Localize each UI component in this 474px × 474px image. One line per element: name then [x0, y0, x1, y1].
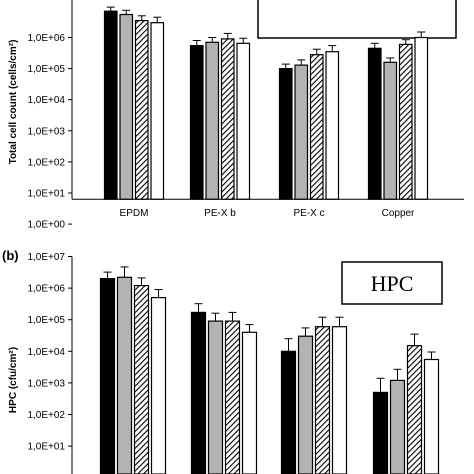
bar-white-copper	[414, 36, 429, 200]
bar-gray-pe-x-b	[207, 320, 224, 474]
y-tick-label: 1,0E+04	[27, 347, 65, 358]
bar-gray-copper	[389, 379, 406, 474]
y-tick-label: 1,0E+03	[27, 378, 65, 389]
bar-hatched-copper	[398, 43, 413, 200]
bar-black-epdm	[99, 278, 116, 474]
bar-white-pe-x-b	[236, 42, 251, 200]
y-tick-label: 1,0E+00	[27, 220, 65, 231]
legend-box	[257, 0, 457, 39]
bar-black-pe-x-b	[190, 311, 207, 474]
y-axis-label: Total cell count (cells/cm²)	[8, 40, 19, 165]
bar-white-pe-x-c	[325, 51, 340, 200]
y-tick-label: 1,0E+07	[27, 252, 65, 263]
bar-black-copper	[367, 47, 382, 200]
bar-white-copper	[423, 358, 440, 474]
chart-panel-hpc: (b) HPC (cfu/cm²) HPC 1,0E+01 1,0E+02 1,0E…	[2, 248, 443, 474]
bar-white-pe-x-c	[331, 326, 348, 474]
bar-hatched-epdm	[133, 285, 150, 474]
y-tick-label: 1,0E+05	[27, 64, 65, 75]
bar-hatched-pe-x-c	[314, 326, 331, 474]
bar-gray-epdm	[119, 13, 134, 200]
y-tick-label: 1,0E+02	[27, 410, 65, 421]
y-tick-label: 1,0E+04	[27, 95, 65, 106]
bar-gray-pe-x-c	[294, 64, 309, 200]
y-tick-label: 1,0E+03	[27, 126, 65, 137]
x-category-label: PE-X c	[293, 208, 324, 219]
bar-hatched-copper	[406, 345, 423, 474]
bar-black-copper	[372, 391, 389, 474]
y-tick-label: 1,0E+01	[27, 189, 65, 200]
legend-box	[341, 261, 443, 305]
bar-hatched-pe-x-c	[309, 54, 324, 200]
chart-panel-total-cell-count: Total cell count (cells/cm²) 1,0E+00 1,0E…	[8, 0, 464, 231]
bar-hatched-epdm	[134, 20, 149, 200]
bar-gray-pe-x-c	[297, 335, 314, 474]
y-tick-label: 1,0E+06	[27, 284, 65, 295]
y-tick-label: 1,0E+02	[27, 157, 65, 168]
bar-black-pe-x-c	[278, 67, 293, 200]
bar-white-epdm	[150, 22, 165, 200]
y-tick-label: 1,0E+01	[27, 442, 65, 453]
bar-gray-pe-x-b	[205, 41, 220, 200]
bar-black-pe-x-b	[189, 44, 204, 200]
panel-label: (b)	[2, 248, 19, 263]
bar-black-pe-x-c	[280, 350, 297, 474]
y-tick-label: 1,0E+06	[27, 33, 65, 44]
bar-black-epdm	[103, 10, 118, 200]
bar-hatched-pe-x-b	[224, 320, 241, 474]
x-category-label: PE-X b	[204, 208, 236, 219]
y-axis-label: HPC (cfu/cm²)	[8, 347, 19, 413]
bar-white-pe-x-b	[241, 331, 258, 474]
bar-white-epdm	[150, 297, 167, 474]
bar-gray-copper	[383, 61, 398, 200]
x-category-label: Copper	[382, 208, 415, 219]
y-tick-label: 1,0E+05	[27, 315, 65, 326]
bar-hatched-pe-x-b	[220, 38, 235, 200]
legend-text: HPC	[371, 271, 414, 296]
x-category-label: EPDM	[120, 208, 149, 219]
bar-gray-epdm	[116, 276, 133, 474]
